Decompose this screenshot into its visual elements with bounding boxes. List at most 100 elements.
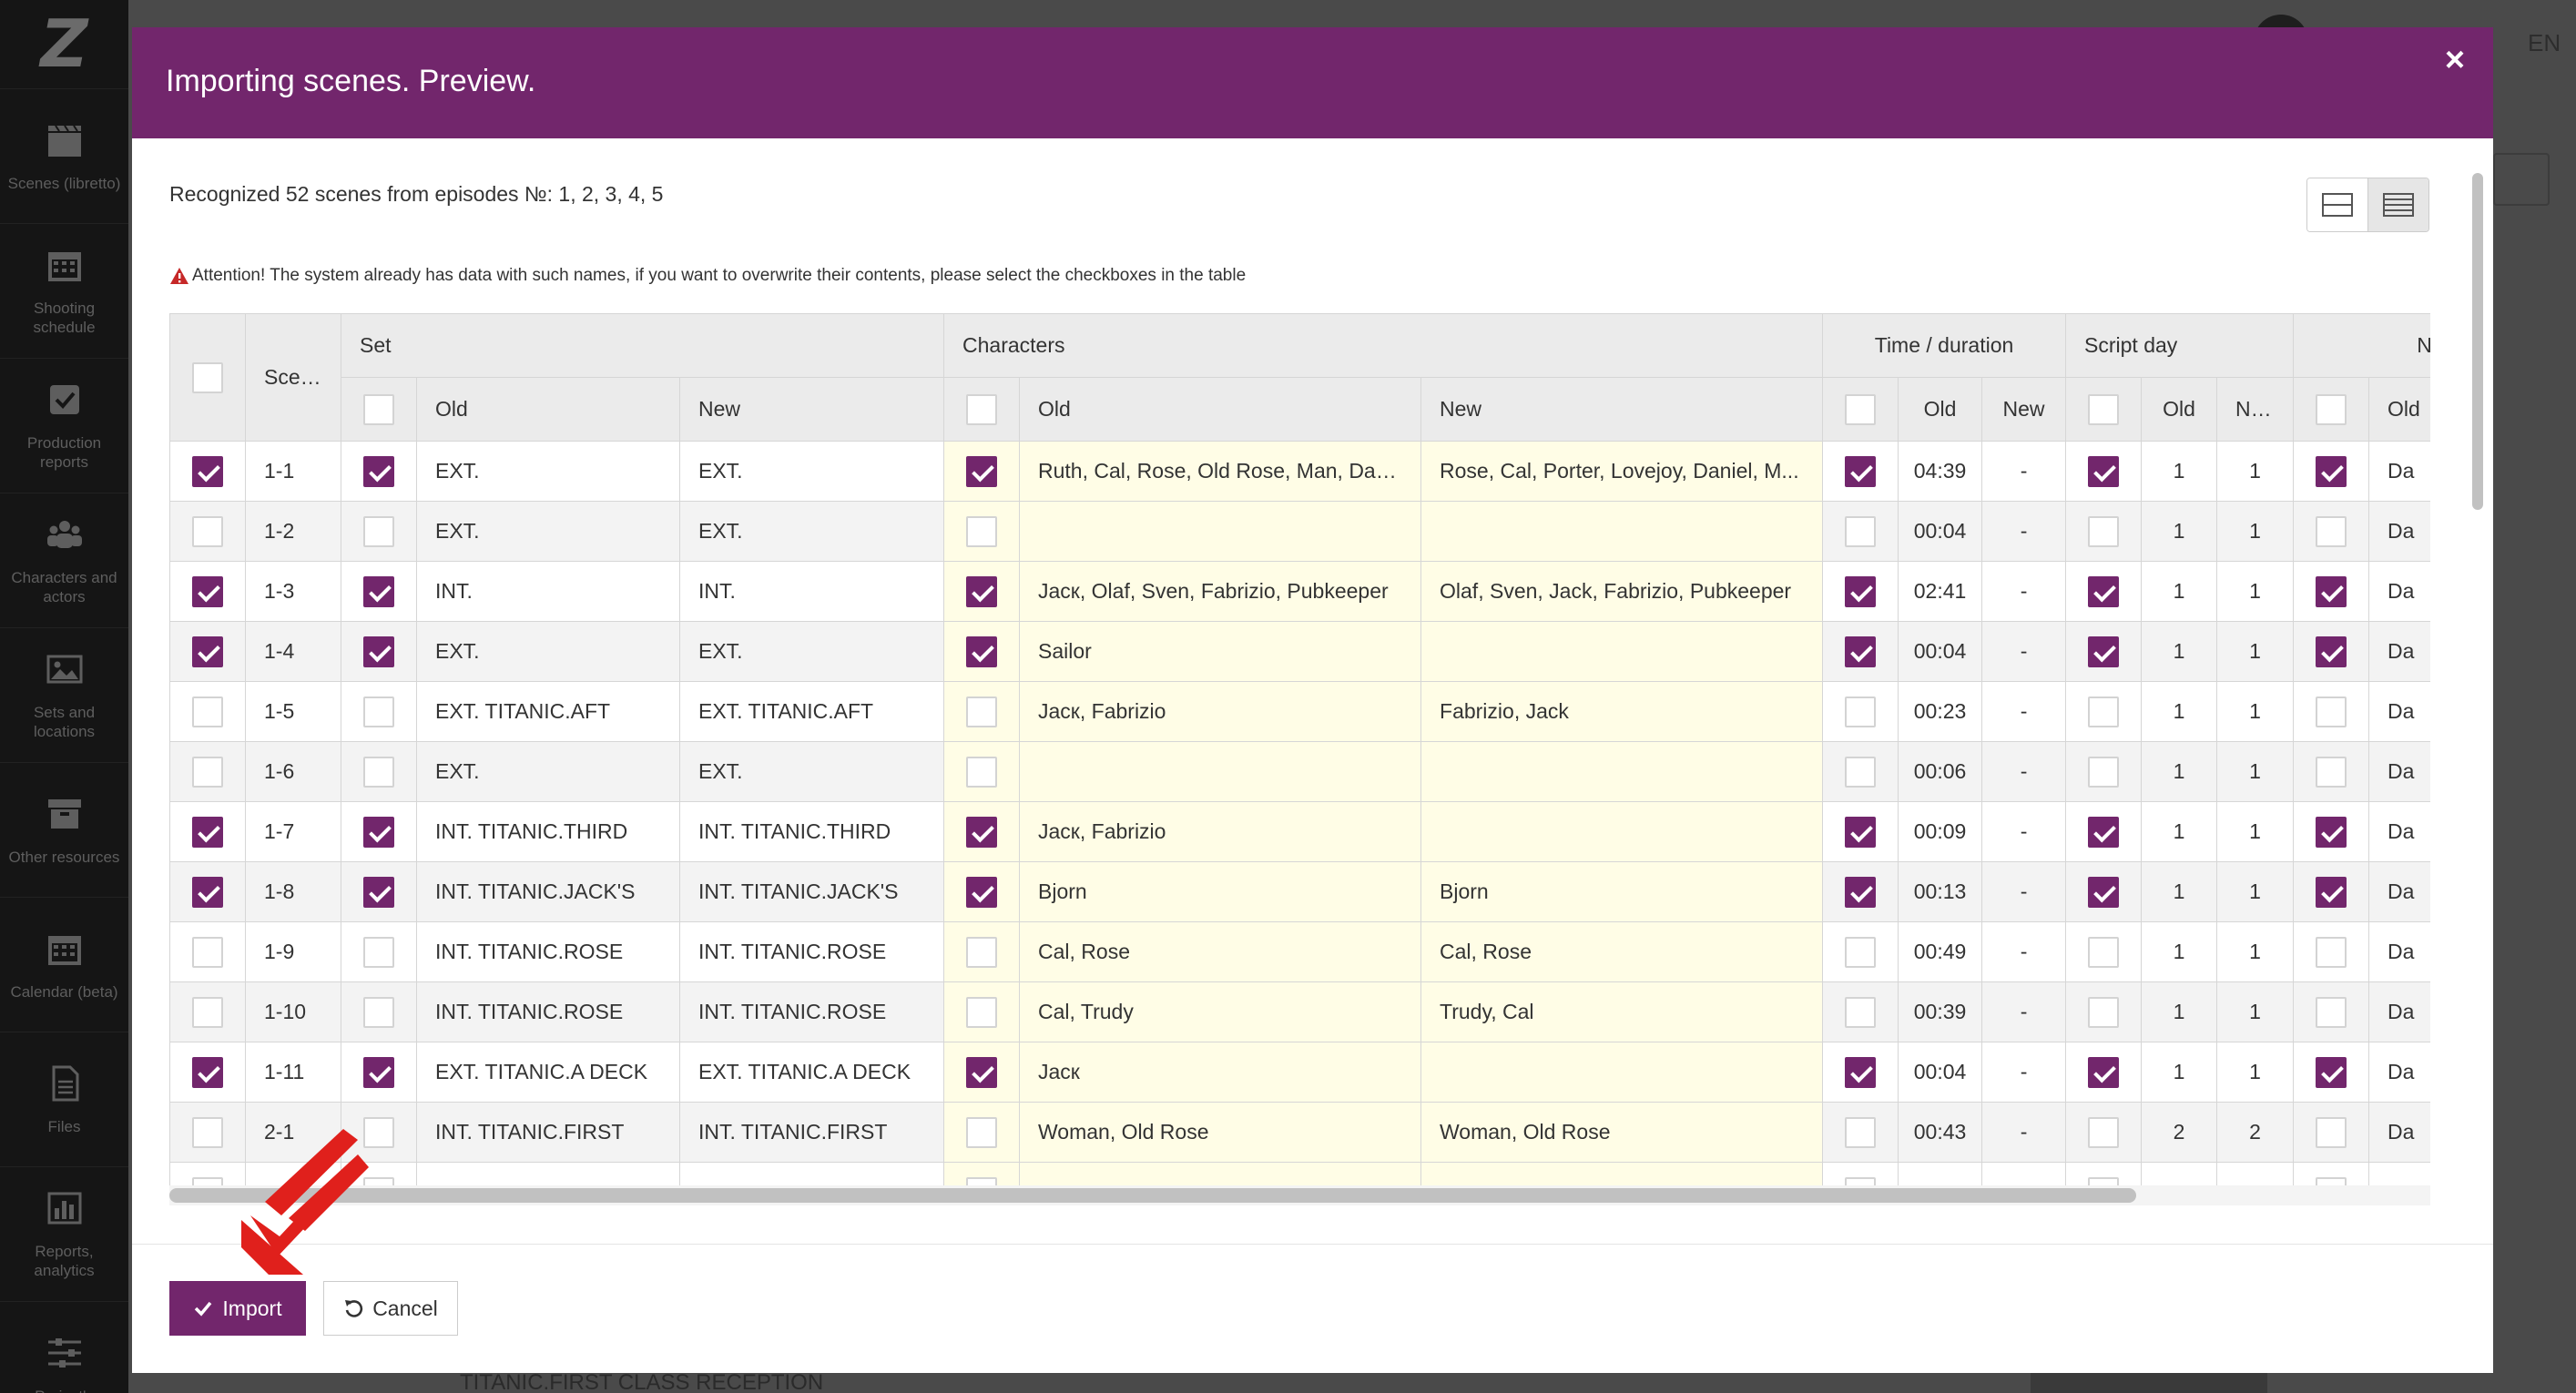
sidebar-item[interactable]: Characters and actors (0, 493, 128, 627)
set-overwrite-checkbox[interactable] (363, 455, 394, 487)
sidebar-item[interactable]: Files (0, 1032, 128, 1166)
script-day-overwrite-checkbox[interactable] (2088, 455, 2120, 487)
characters-overwrite-checkbox[interactable] (966, 635, 998, 667)
set-overwrite-checkbox[interactable] (363, 816, 394, 848)
characters-column-checkbox[interactable] (966, 393, 998, 425)
time-overwrite-checkbox[interactable] (1845, 1116, 1877, 1148)
sidebar-item[interactable]: Reports, analytics (0, 1166, 128, 1301)
cancel-button[interactable]: Cancel (323, 1281, 458, 1336)
time-overwrite-checkbox[interactable] (1845, 635, 1877, 667)
set-overwrite-checkbox[interactable] (363, 996, 394, 1028)
script-day-overwrite-checkbox[interactable] (2088, 876, 2120, 908)
row-select-checkbox[interactable] (192, 876, 223, 908)
characters-overwrite-checkbox[interactable] (966, 996, 998, 1028)
set-overwrite-checkbox[interactable] (363, 635, 394, 667)
row-select-checkbox[interactable] (192, 996, 223, 1028)
set-overwrite-checkbox[interactable] (363, 696, 394, 727)
next-overwrite-checkbox[interactable] (2316, 696, 2347, 727)
time-overwrite-checkbox[interactable] (1845, 575, 1877, 607)
characters-overwrite-checkbox[interactable] (966, 455, 998, 487)
row-select-checkbox[interactable] (192, 635, 223, 667)
next-overwrite-checkbox[interactable] (2316, 635, 2347, 667)
set-overwrite-checkbox[interactable] (363, 515, 394, 547)
script-day-overwrite-checkbox[interactable] (2088, 816, 2120, 848)
set-overwrite-checkbox[interactable] (363, 756, 394, 788)
time-overwrite-checkbox[interactable] (1845, 756, 1877, 788)
script-day-overwrite-checkbox[interactable] (2088, 996, 2120, 1028)
script-day-column-checkbox[interactable] (2088, 393, 2120, 425)
next-overwrite-checkbox[interactable] (2316, 816, 2347, 848)
characters-overwrite-checkbox[interactable] (966, 515, 998, 547)
preview-table-container[interactable]: Scene Set Characters Time / duration Scr… (169, 313, 2430, 1205)
row-select-checkbox[interactable] (192, 696, 223, 727)
compact-view-icon[interactable] (2307, 178, 2367, 231)
set-overwrite-checkbox[interactable] (363, 1116, 394, 1148)
script-day-overwrite-checkbox[interactable] (2088, 1116, 2120, 1148)
sidebar-item[interactable]: Shooting schedule (0, 223, 128, 358)
time-column-checkbox[interactable] (1845, 393, 1877, 425)
row-select-checkbox[interactable] (192, 1056, 223, 1088)
set-overwrite-checkbox[interactable] (363, 936, 394, 968)
characters-overwrite-checkbox[interactable] (966, 696, 998, 727)
horizontal-scrollbar[interactable] (169, 1185, 2430, 1205)
next-overwrite-checkbox[interactable] (2316, 515, 2347, 547)
script-day-overwrite-checkbox[interactable] (2088, 756, 2120, 788)
next-column-checkbox[interactable] (2316, 393, 2347, 425)
sidebar-item[interactable]: Scenes (libretto) (0, 88, 128, 223)
time-overwrite-checkbox[interactable] (1845, 1056, 1877, 1088)
script-day-overwrite-checkbox[interactable] (2088, 635, 2120, 667)
sidebar-item[interactable]: Project's (0, 1301, 128, 1393)
time-overwrite-checkbox[interactable] (1845, 696, 1877, 727)
import-button[interactable]: Import (169, 1281, 306, 1336)
next-overwrite-checkbox[interactable] (2316, 936, 2347, 968)
row-select-checkbox[interactable] (192, 515, 223, 547)
row-select-checkbox[interactable] (192, 575, 223, 607)
time-overwrite-checkbox[interactable] (1845, 876, 1877, 908)
characters-overwrite-checkbox[interactable] (966, 1116, 998, 1148)
next-overwrite-checkbox[interactable] (2316, 876, 2347, 908)
characters-overwrite-checkbox[interactable] (966, 756, 998, 788)
script-day-overwrite-checkbox[interactable] (2088, 936, 2120, 968)
app-logo[interactable]: Z (40, 5, 88, 82)
characters-overwrite-checkbox[interactable] (966, 1056, 998, 1088)
language-switcher[interactable]: EN (2528, 29, 2561, 56)
characters-overwrite-checkbox[interactable] (966, 876, 998, 908)
sidebar-item[interactable]: Other resources (0, 762, 128, 897)
set-overwrite-checkbox[interactable] (363, 876, 394, 908)
row-select-checkbox[interactable] (192, 756, 223, 788)
row-select-checkbox[interactable] (192, 816, 223, 848)
characters-overwrite-checkbox[interactable] (966, 575, 998, 607)
select-all-checkbox[interactable] (192, 361, 223, 393)
next-overwrite-checkbox[interactable] (2316, 756, 2347, 788)
row-select-checkbox[interactable] (192, 455, 223, 487)
row-select-checkbox[interactable] (192, 936, 223, 968)
detailed-view-icon[interactable] (2367, 178, 2428, 231)
sidebar-item[interactable]: Calendar (beta) (0, 897, 128, 1032)
script-day-overwrite-checkbox[interactable] (2088, 575, 2120, 607)
sidebar-item[interactable]: Sets and locations (0, 627, 128, 762)
sidebar-item[interactable]: Production reports (0, 358, 128, 493)
set-column-checkbox[interactable] (363, 393, 394, 425)
script-day-overwrite-checkbox[interactable] (2088, 515, 2120, 547)
row-select-checkbox[interactable] (192, 1116, 223, 1148)
time-overwrite-checkbox[interactable] (1845, 455, 1877, 487)
horizontal-scroll-thumb[interactable] (169, 1188, 2136, 1203)
time-overwrite-checkbox[interactable] (1845, 515, 1877, 547)
vertical-scroll-thumb[interactable] (2472, 173, 2483, 510)
time-overwrite-checkbox[interactable] (1845, 816, 1877, 848)
time-overwrite-checkbox[interactable] (1845, 936, 1877, 968)
set-overwrite-checkbox[interactable] (363, 575, 394, 607)
next-overwrite-checkbox[interactable] (2316, 575, 2347, 607)
close-icon[interactable]: × (2444, 40, 2466, 79)
script-day-overwrite-checkbox[interactable] (2088, 1056, 2120, 1088)
next-overwrite-checkbox[interactable] (2316, 1116, 2347, 1148)
script-day-overwrite-checkbox[interactable] (2088, 696, 2120, 727)
next-overwrite-checkbox[interactable] (2316, 455, 2347, 487)
vertical-scrollbar[interactable] (2469, 146, 2487, 1266)
time-overwrite-checkbox[interactable] (1845, 996, 1877, 1028)
characters-overwrite-checkbox[interactable] (966, 816, 998, 848)
characters-overwrite-checkbox[interactable] (966, 936, 998, 968)
next-overwrite-checkbox[interactable] (2316, 996, 2347, 1028)
set-overwrite-checkbox[interactable] (363, 1056, 394, 1088)
next-overwrite-checkbox[interactable] (2316, 1056, 2347, 1088)
